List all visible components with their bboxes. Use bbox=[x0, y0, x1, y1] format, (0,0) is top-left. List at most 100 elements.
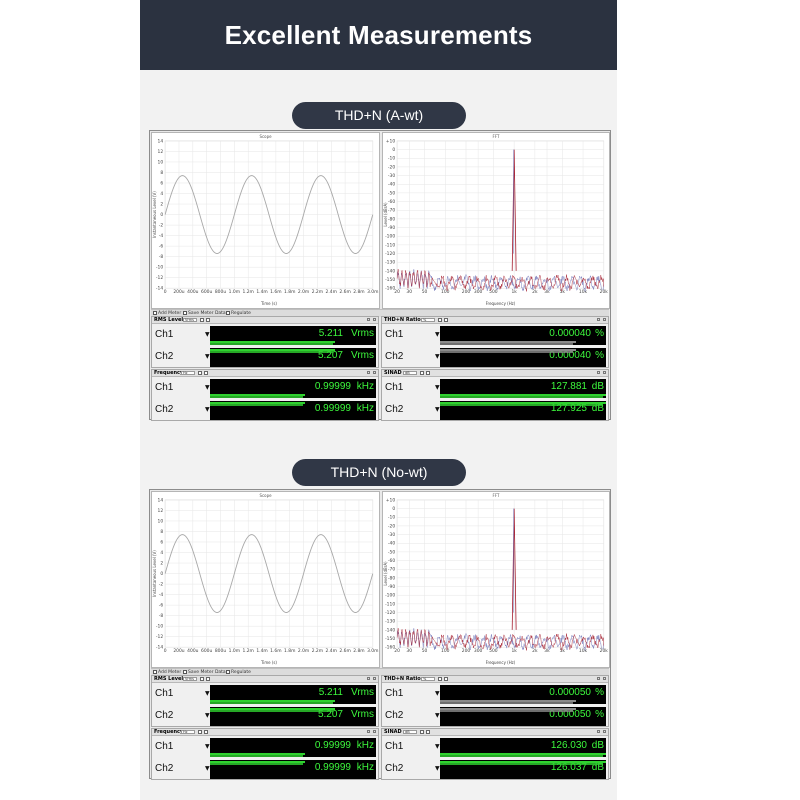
fft-y-tick: -160 bbox=[385, 645, 395, 651]
channel-dropdown-icon[interactable]: ▼ bbox=[205, 743, 210, 750]
channel-dropdown-icon[interactable]: ▼ bbox=[435, 406, 440, 413]
add-meter-button[interactable]: Add Meter bbox=[153, 310, 181, 317]
channel-dropdown-icon[interactable]: ▼ bbox=[205, 331, 210, 338]
meter-settings-icon[interactable] bbox=[420, 371, 424, 375]
meter-close-icon[interactable] bbox=[373, 318, 376, 321]
meter-display: 0.99999 kHz bbox=[210, 401, 376, 420]
meter-header: THD+N Ratio% bbox=[382, 676, 608, 683]
channel-dropdown-icon[interactable]: ▼ bbox=[205, 406, 210, 413]
meter-restore-icon[interactable] bbox=[597, 730, 600, 733]
scope-y-tick: 0 bbox=[160, 571, 163, 577]
meter-settings-icon[interactable] bbox=[198, 730, 202, 734]
meter-close-icon[interactable] bbox=[603, 677, 606, 680]
scope-x-tick: 2.4m bbox=[326, 289, 337, 295]
channel-dropdown-icon[interactable]: ▼ bbox=[205, 690, 210, 697]
meter-options-icon[interactable] bbox=[444, 677, 448, 681]
meter-row: Ch1 ▼ 126.030 dB bbox=[382, 737, 608, 758]
channel-dropdown-icon[interactable]: ▼ bbox=[205, 384, 210, 391]
analyzer-screenshot: Scope 14 12 10 8 6 4 2 0 -2 -4 -6 -8 -10 -12 -14 0 200u 40… bbox=[149, 489, 611, 780]
meter-unit-select[interactable]: % bbox=[421, 677, 435, 681]
section-pill: THD+N (A-wt) bbox=[292, 102, 466, 129]
meter-settings-icon[interactable] bbox=[420, 730, 424, 734]
meter-unit-select[interactable]: dB bbox=[403, 371, 417, 375]
meter-options-icon[interactable] bbox=[204, 730, 208, 734]
meter-unit-select[interactable]: dB bbox=[403, 730, 417, 734]
meter-settings-icon[interactable] bbox=[200, 318, 204, 322]
meter-row: Ch1 ▼ 5.211 Vrms bbox=[152, 684, 378, 705]
save-meter-data-icon bbox=[183, 311, 187, 315]
scope-y-tick: 6 bbox=[160, 539, 163, 545]
meter-row: Ch2 ▼ 0.99999 kHz bbox=[152, 759, 378, 780]
meter-settings-icon[interactable] bbox=[198, 371, 202, 375]
meter-options-icon[interactable] bbox=[444, 318, 448, 322]
meter-close-icon[interactable] bbox=[373, 371, 376, 374]
channel-dropdown-icon[interactable]: ▼ bbox=[205, 765, 210, 772]
meter-restore-icon[interactable] bbox=[597, 677, 600, 680]
channel-label: Ch1 bbox=[155, 688, 174, 699]
meter-close-icon[interactable] bbox=[603, 318, 606, 321]
regulate-button[interactable]: Regulate bbox=[226, 310, 251, 317]
meter-close-icon[interactable] bbox=[373, 677, 376, 680]
scope-x-tick: 1.8m bbox=[284, 289, 295, 295]
fft-x-label: Frequency (Hz) bbox=[486, 301, 516, 306]
regulate-button[interactable]: Regulate bbox=[226, 669, 251, 676]
fft-y-tick: -140 bbox=[385, 268, 395, 274]
channel-dropdown-icon[interactable]: ▼ bbox=[435, 765, 440, 772]
channel-dropdown-icon[interactable]: ▼ bbox=[205, 353, 210, 360]
level-bar bbox=[210, 349, 335, 351]
meter-value: 5.211 bbox=[318, 328, 343, 339]
save-meter-data-button[interactable]: Save Meter Data bbox=[183, 669, 226, 676]
meter-restore-icon[interactable] bbox=[367, 730, 370, 733]
meter-restore-icon[interactable] bbox=[367, 371, 370, 374]
meter-close-icon[interactable] bbox=[373, 730, 376, 733]
meter-header: SINAD dB bbox=[382, 729, 608, 736]
regulate-label: Regulate bbox=[231, 311, 251, 316]
meter-close-icon[interactable] bbox=[603, 371, 606, 374]
add-meter-button[interactable]: Add Meter bbox=[153, 669, 181, 676]
meter-title: SINAD bbox=[384, 370, 402, 376]
channel-dropdown-icon[interactable]: ▼ bbox=[435, 743, 440, 750]
channel-dropdown-icon[interactable]: ▼ bbox=[435, 331, 440, 338]
meter-close-icon[interactable] bbox=[603, 730, 606, 733]
level-bar-secondary bbox=[210, 404, 303, 406]
meter-row: Ch2 ▼ 127.925 dB bbox=[382, 400, 608, 421]
meter-options-icon[interactable] bbox=[206, 318, 210, 322]
save-meter-data-button[interactable]: Save Meter Data bbox=[183, 310, 226, 317]
level-bar bbox=[210, 402, 305, 404]
channel-dropdown-icon[interactable]: ▼ bbox=[435, 384, 440, 391]
meter-unit: Vrms bbox=[351, 687, 374, 698]
meter-options-icon[interactable] bbox=[426, 371, 430, 375]
meter-settings-icon[interactable] bbox=[438, 677, 442, 681]
fft-x-tick: 1k bbox=[511, 289, 517, 295]
channel-dropdown-icon[interactable]: ▼ bbox=[435, 353, 440, 360]
scope-y-label: Instantaneous Level (V) bbox=[152, 550, 157, 597]
add-meter-label: Add Meter bbox=[158, 670, 182, 675]
meter-display: 0.99999 kHz bbox=[210, 738, 376, 757]
meter-options-icon[interactable] bbox=[426, 730, 430, 734]
meter-unit-select[interactable]: Vrms bbox=[183, 318, 197, 322]
fft-x-tick: 5k bbox=[560, 289, 566, 295]
fft-y-tick: -130 bbox=[385, 619, 395, 625]
meter-options-icon[interactable] bbox=[204, 371, 208, 375]
meter-toolbar: Add Meter Save Meter Data Regulate bbox=[151, 309, 609, 317]
frequency-meter: Frequency Hz Ch1 ▼ 0.99999 kHz Ch2 ▼ 0.99999 kHz bbox=[151, 728, 379, 780]
meter-restore-icon[interactable] bbox=[367, 318, 370, 321]
meter-title: Frequency bbox=[154, 370, 184, 376]
meter-unit-select[interactable]: Hz bbox=[181, 371, 195, 375]
meter-settings-icon[interactable] bbox=[200, 677, 204, 681]
meter-restore-icon[interactable] bbox=[367, 677, 370, 680]
meter-unit-select[interactable]: Vrms bbox=[183, 677, 197, 681]
meter-header: Frequency Hz bbox=[152, 370, 378, 377]
channel-dropdown-icon[interactable]: ▼ bbox=[435, 712, 440, 719]
meter-restore-icon[interactable] bbox=[597, 371, 600, 374]
meter-settings-icon[interactable] bbox=[438, 318, 442, 322]
fft-x-tick: 3k bbox=[544, 289, 550, 295]
meter-unit-select[interactable]: Hz bbox=[181, 730, 195, 734]
channel-dropdown-icon[interactable]: ▼ bbox=[205, 712, 210, 719]
meter-display: 0.99999 kHz bbox=[210, 379, 376, 398]
meter-unit: % bbox=[595, 350, 604, 361]
meter-unit-select[interactable]: % bbox=[421, 318, 435, 322]
meter-options-icon[interactable] bbox=[206, 677, 210, 681]
channel-dropdown-icon[interactable]: ▼ bbox=[435, 690, 440, 697]
meter-restore-icon[interactable] bbox=[597, 318, 600, 321]
